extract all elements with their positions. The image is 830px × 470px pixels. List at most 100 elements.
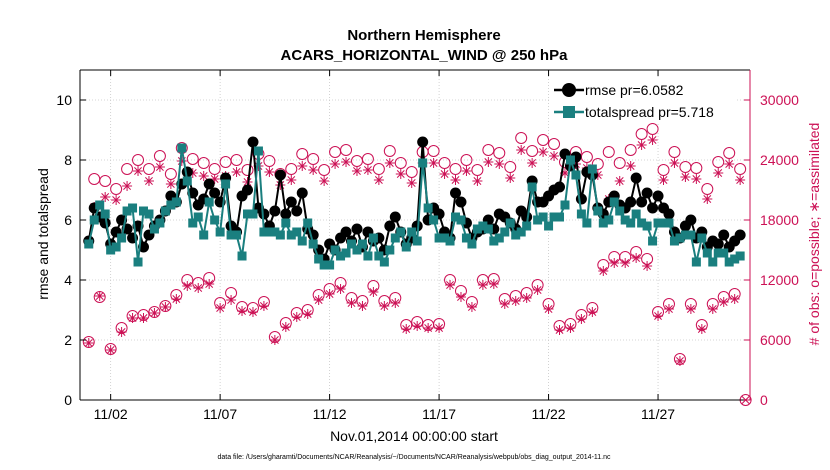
obs-assimilated-point	[390, 298, 401, 308]
obs-assimilated-point	[450, 175, 461, 185]
obs-assimilated-point	[445, 280, 456, 290]
spread-point	[221, 179, 231, 189]
obs-assimilated-point	[691, 174, 702, 184]
spread-point	[648, 236, 658, 246]
obs-assimilated-point	[554, 325, 565, 335]
spread-point	[171, 197, 181, 207]
spread-point	[407, 227, 417, 237]
spread-point	[544, 221, 554, 231]
rmse-point	[384, 220, 396, 232]
spread-point	[111, 242, 121, 252]
obs-assimilated-point	[549, 151, 560, 161]
obs-possible-point	[602, 146, 615, 158]
rmse-point	[685, 214, 697, 226]
spread-point	[522, 221, 532, 231]
rmse-point	[296, 187, 308, 199]
spread-point	[555, 212, 565, 222]
spread-point	[653, 218, 663, 228]
obs-assimilated-point	[308, 165, 319, 175]
obs-assimilated-point	[724, 159, 735, 169]
spread-point	[308, 239, 318, 249]
spread-point	[511, 230, 521, 240]
obs-assimilated-point	[625, 161, 636, 171]
obs-assimilated-point	[614, 176, 625, 186]
obs-assimilated-point	[559, 168, 570, 178]
x-tick-label: 11/07	[203, 406, 237, 422]
obs-assimilated-point	[434, 323, 445, 333]
legend-spread-marker	[563, 106, 575, 118]
obs-assimilated-point	[154, 162, 165, 172]
obs-possible-point	[712, 156, 725, 168]
spread-point	[724, 257, 734, 267]
spread-point	[412, 236, 422, 246]
x-tick-label: 11/27	[641, 406, 675, 422]
spread-point	[275, 230, 285, 240]
y-tick-label-right: 12000	[760, 272, 799, 288]
spread-point	[631, 209, 641, 219]
x-axis-label: Nov.01,2014 00:00:00 start	[330, 428, 498, 444]
obs-assimilated-point	[674, 356, 685, 366]
spread-point	[445, 236, 455, 246]
obs-assimilated-point	[165, 179, 176, 189]
obs-assimilated-point	[198, 171, 209, 181]
obs-assimilated-point	[466, 302, 477, 312]
obs-assimilated-point	[83, 338, 94, 348]
obs-assimilated-point	[143, 176, 154, 186]
obs-possible-point	[460, 154, 473, 166]
obs-assimilated-point	[171, 294, 182, 304]
obs-possible-point	[153, 150, 166, 162]
rmse-point	[641, 187, 653, 199]
spread-point	[281, 218, 291, 228]
spread-point	[549, 212, 559, 222]
obs-possible-point	[361, 153, 374, 165]
obs-possible-point	[690, 162, 703, 174]
spread-point	[138, 206, 148, 216]
obs-assimilated-point	[116, 327, 127, 337]
obs-possible-point	[99, 175, 112, 187]
obs-assimilated-point	[527, 158, 538, 168]
spread-point	[505, 218, 515, 228]
obs-assimilated-point	[351, 166, 362, 176]
spread-point	[210, 215, 220, 225]
obs-assimilated-point	[297, 161, 308, 171]
y-axis-label-right: # of obs: o=possible; ∗=assimilated	[806, 123, 822, 346]
rmse-point	[269, 205, 281, 217]
obs-possible-point	[526, 145, 539, 157]
spread-point	[730, 254, 740, 264]
rmse-point	[291, 205, 303, 217]
spread-point	[149, 224, 159, 234]
obs-possible-point	[504, 161, 517, 173]
obs-assimilated-point	[499, 299, 510, 309]
rmse-point	[630, 172, 642, 184]
obs-assimilated-point	[395, 169, 406, 179]
obs-assimilated-point	[384, 158, 395, 168]
obs-assimilated-point	[105, 345, 116, 355]
spread-point	[292, 227, 302, 237]
obs-assimilated-point	[204, 279, 215, 289]
spread-point	[84, 239, 94, 249]
obs-assimilated-point	[521, 293, 532, 303]
y-tick-label-left: 8	[64, 152, 72, 168]
spread-point	[303, 218, 313, 228]
obs-assimilated-point	[127, 313, 138, 323]
obs-possible-point	[723, 147, 736, 159]
spread-point	[336, 251, 346, 261]
spread-point	[368, 233, 378, 243]
spread-point	[637, 218, 647, 228]
spread-point	[253, 146, 263, 156]
spread-point	[264, 227, 274, 237]
axes: 11/02 11/07 11/12 11/17 11/22 11/27 0 2 4 6 8 10 0 60…	[56, 69, 799, 422]
spread-point	[697, 233, 707, 243]
obs-possible-point	[230, 154, 243, 166]
obs-assimilated-point	[685, 304, 696, 314]
spread-point	[363, 251, 373, 261]
obs-assimilated-point	[187, 168, 198, 178]
rmse-point	[285, 196, 297, 208]
obs-assimilated-point	[330, 159, 341, 169]
obs-assimilated-point	[160, 302, 171, 312]
obs-possible-point	[624, 144, 637, 156]
obs-possible-point	[142, 163, 155, 175]
obs-assimilated-point	[412, 321, 423, 331]
obs-assimilated-point	[258, 301, 269, 311]
spread-point	[226, 230, 236, 240]
